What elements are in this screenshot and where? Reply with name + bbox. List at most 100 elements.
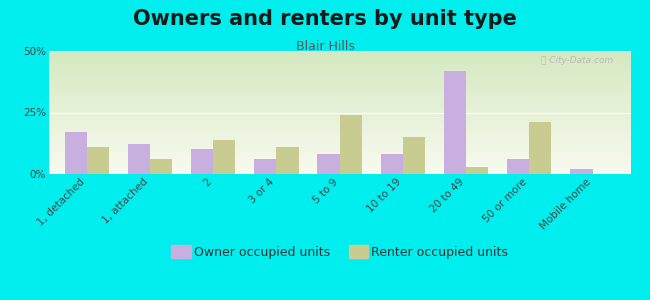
Bar bbox=[49, 85, 630, 86]
Bar bbox=[49, 161, 630, 162]
Bar bbox=[466, 167, 488, 174]
Bar bbox=[49, 87, 630, 88]
Text: Owners and renters by unit type: Owners and renters by unit type bbox=[133, 9, 517, 29]
Bar bbox=[49, 61, 630, 62]
Bar bbox=[49, 140, 630, 141]
Bar bbox=[49, 80, 630, 81]
Bar bbox=[49, 120, 630, 121]
Bar bbox=[49, 141, 630, 142]
Bar bbox=[49, 117, 630, 118]
Bar bbox=[49, 111, 630, 112]
Bar bbox=[49, 53, 630, 54]
Bar bbox=[49, 157, 630, 158]
Bar bbox=[49, 88, 630, 89]
Bar bbox=[49, 170, 630, 171]
Bar bbox=[49, 136, 630, 137]
Bar bbox=[49, 73, 630, 74]
Bar bbox=[317, 154, 340, 174]
Bar bbox=[49, 143, 630, 144]
Bar bbox=[49, 57, 630, 58]
Bar bbox=[49, 65, 630, 66]
Bar bbox=[381, 154, 403, 174]
Bar bbox=[49, 75, 630, 76]
Bar bbox=[49, 147, 630, 148]
Bar bbox=[49, 132, 630, 133]
Bar bbox=[49, 152, 630, 153]
Bar bbox=[49, 125, 630, 126]
Bar bbox=[49, 97, 630, 98]
Bar bbox=[49, 52, 630, 53]
Bar bbox=[86, 147, 109, 174]
Bar bbox=[49, 145, 630, 146]
Bar bbox=[49, 123, 630, 124]
Bar bbox=[49, 95, 630, 96]
Bar bbox=[49, 93, 630, 94]
Bar bbox=[49, 167, 630, 168]
Bar bbox=[529, 122, 551, 174]
Bar bbox=[49, 59, 630, 60]
Bar bbox=[49, 122, 630, 123]
Bar bbox=[507, 159, 529, 174]
Bar bbox=[49, 78, 630, 79]
Bar bbox=[49, 81, 630, 82]
Bar bbox=[49, 62, 630, 63]
Bar bbox=[49, 165, 630, 166]
Bar bbox=[49, 92, 630, 93]
Bar bbox=[49, 104, 630, 105]
Bar bbox=[49, 103, 630, 104]
Bar bbox=[49, 108, 630, 109]
Bar bbox=[49, 58, 630, 59]
Bar bbox=[49, 100, 630, 101]
Text: Ⓣ City-Data.com: Ⓣ City-Data.com bbox=[541, 56, 613, 65]
Bar bbox=[403, 137, 425, 174]
Bar bbox=[191, 149, 213, 174]
Bar bbox=[49, 162, 630, 163]
Bar bbox=[49, 172, 630, 173]
Bar bbox=[128, 145, 150, 174]
Bar bbox=[49, 106, 630, 107]
Legend: Owner occupied units, Renter occupied units: Owner occupied units, Renter occupied un… bbox=[166, 241, 513, 264]
Bar bbox=[49, 169, 630, 170]
Bar bbox=[49, 156, 630, 157]
Bar bbox=[49, 83, 630, 84]
Bar bbox=[49, 129, 630, 130]
Bar bbox=[49, 158, 630, 159]
Bar bbox=[49, 118, 630, 119]
Bar bbox=[49, 107, 630, 108]
Bar bbox=[49, 63, 630, 64]
Bar bbox=[49, 131, 630, 132]
Bar bbox=[150, 159, 172, 174]
Bar bbox=[49, 68, 630, 69]
Bar bbox=[49, 116, 630, 117]
Bar bbox=[339, 115, 362, 174]
Bar bbox=[49, 173, 630, 174]
Bar bbox=[49, 96, 630, 97]
Bar bbox=[49, 84, 630, 85]
Bar bbox=[49, 128, 630, 129]
Bar bbox=[49, 168, 630, 169]
Bar bbox=[49, 55, 630, 56]
Text: Blair Hills: Blair Hills bbox=[296, 40, 354, 53]
Bar bbox=[276, 147, 298, 174]
Bar bbox=[49, 71, 630, 72]
Bar bbox=[49, 70, 630, 71]
Bar bbox=[49, 163, 630, 164]
Bar bbox=[49, 72, 630, 73]
Bar bbox=[49, 61, 630, 62]
Bar bbox=[49, 67, 630, 68]
Bar bbox=[49, 159, 630, 160]
Bar bbox=[49, 74, 630, 75]
Bar bbox=[49, 76, 630, 77]
Bar bbox=[254, 159, 276, 174]
Bar bbox=[49, 101, 630, 102]
Bar bbox=[49, 60, 630, 61]
Bar bbox=[49, 134, 630, 135]
Bar bbox=[49, 154, 630, 155]
Bar bbox=[49, 126, 630, 127]
Bar bbox=[49, 77, 630, 78]
Bar bbox=[49, 119, 630, 120]
Bar bbox=[49, 66, 630, 67]
Bar bbox=[49, 94, 630, 95]
Bar bbox=[49, 69, 630, 70]
Bar bbox=[49, 151, 630, 152]
